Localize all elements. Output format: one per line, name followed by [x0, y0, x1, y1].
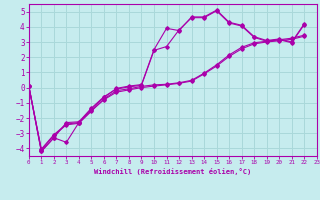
X-axis label: Windchill (Refroidissement éolien,°C): Windchill (Refroidissement éolien,°C) [94, 168, 252, 175]
